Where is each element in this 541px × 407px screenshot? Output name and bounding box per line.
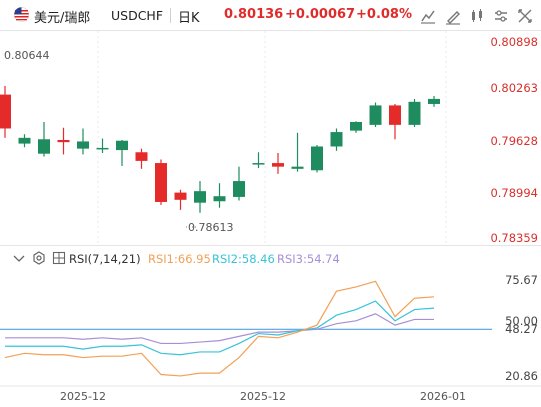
candle-body [389, 105, 401, 124]
rsi2-value: RSI2:58.46 [212, 252, 275, 266]
candle-body [253, 163, 265, 165]
rsi3-value: RSI3:54.74 [277, 252, 340, 266]
time-axis-label: 2025-12 [60, 390, 106, 403]
hide-indicator-icon[interactable] [12, 251, 26, 265]
price-tick-label: 0.79628 [490, 134, 538, 148]
candle-body [97, 148, 109, 150]
candle-body [175, 193, 187, 200]
candlestick-chart[interactable]: 0.80898 0.80263 0.79628 0.78994 0.78359 0.806… [0, 0, 541, 248]
candle-body [38, 139, 50, 153]
candle-body [428, 99, 440, 104]
candle-body [58, 140, 70, 142]
indicator-settings-icon[interactable] [32, 251, 46, 265]
candle-body [292, 167, 304, 169]
rsi1-value: RSI1:66.95 [148, 252, 211, 266]
candle-body [116, 141, 128, 150]
rsi-tick-label: 50.00 [505, 314, 538, 328]
time-axis-label: 2025-12 [240, 390, 286, 403]
rsi3-line [5, 314, 434, 344]
candle-body [214, 196, 226, 201]
candle-body [409, 102, 421, 125]
rsi-tick-label: 20.86 [505, 369, 538, 383]
price-tick-label: 0.80263 [490, 81, 538, 95]
candle-body [0, 95, 11, 129]
time-axis-label: 2026-01 [420, 390, 466, 403]
candle-body [350, 122, 362, 131]
candle-body [311, 146, 323, 170]
candle-body [155, 163, 167, 202]
pane-divider [0, 245, 541, 246]
rsi-tick-label: 75.67 [505, 273, 538, 287]
price-tick-label: 0.80898 [490, 35, 538, 49]
rsi-title: RSI(7,14,21) [69, 252, 141, 266]
candle-body [136, 152, 148, 161]
candle-body [272, 163, 284, 167]
candle-body [331, 132, 343, 146]
rsi1-line [5, 281, 434, 376]
candle-body [370, 105, 382, 124]
candle-body [77, 141, 89, 148]
price-tick-label: 0.78994 [490, 186, 538, 200]
candle-body [194, 191, 206, 203]
rsi2-line [5, 301, 434, 355]
rsi-tick-label: 48.27 [505, 322, 538, 336]
candle-body [233, 181, 245, 197]
price-tick-label: 0.78359 [490, 231, 538, 245]
indicator-list-icon[interactable] [52, 251, 66, 265]
candle-body [19, 138, 31, 144]
low-label: 0.78613 [188, 221, 234, 234]
high-label: 0.80644 [4, 49, 50, 62]
